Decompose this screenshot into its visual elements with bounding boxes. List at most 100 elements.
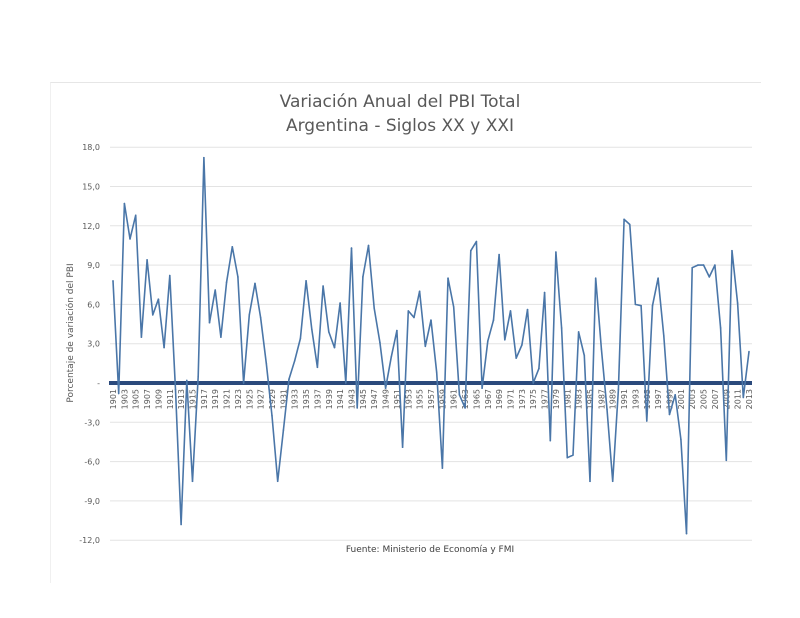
x-tick-label: 1991 [620, 389, 629, 409]
data-point-1972 [515, 357, 517, 359]
y-tick-label: -12,0 [79, 536, 100, 545]
data-point-1911 [168, 274, 171, 277]
data-point-1965 [475, 240, 478, 243]
data-point-2013 [748, 350, 750, 353]
data-point-1946 [367, 244, 370, 247]
data-point-1990 [617, 388, 620, 391]
data-point-2007 [714, 264, 716, 266]
y-tick-label: 9,0 [87, 261, 100, 270]
y-tick-label: - [97, 379, 100, 388]
data-point-1922 [231, 245, 234, 248]
data-point-1932 [288, 378, 290, 380]
y-tick-label: -9,0 [84, 497, 100, 506]
data-point-1948 [379, 341, 381, 344]
data-point-1991 [623, 218, 625, 221]
data-point-1999 [668, 413, 671, 416]
x-tick-label: 2013 [745, 389, 754, 409]
data-point-1931 [282, 429, 285, 431]
data-point-1989 [611, 480, 614, 483]
x-tick-label: 1961 [450, 389, 459, 409]
x-tick-label: 1965 [472, 389, 481, 409]
x-tick-label: 1959 [438, 389, 447, 409]
data-point-1997 [657, 277, 659, 280]
data-point-1973 [521, 344, 523, 346]
x-tick-label: 2007 [711, 389, 720, 409]
data-point-1959 [441, 467, 444, 469]
data-point-2002 [685, 532, 688, 535]
x-tick-label: 1929 [268, 389, 277, 409]
x-tick-label: 1955 [416, 389, 425, 409]
data-point-1916 [197, 375, 199, 378]
data-point-1998 [663, 335, 665, 337]
x-tick-label: 1925 [245, 389, 254, 409]
data-point-1934 [299, 337, 302, 340]
data-point-2001 [680, 438, 682, 441]
data-point-1917 [203, 156, 205, 159]
x-tick-label: 1985 [586, 389, 595, 409]
x-tick-label: 1905 [132, 389, 141, 409]
data-point-1994 [640, 304, 642, 307]
x-tick-label: 1945 [359, 389, 368, 409]
data-point-1996 [651, 304, 654, 307]
y-tick-label: 18,0 [82, 143, 100, 152]
x-tick-label: 2003 [688, 389, 697, 409]
x-tick-label: 1967 [484, 389, 493, 409]
data-point-1982 [572, 454, 574, 456]
data-point-1981 [566, 456, 569, 459]
data-point-1947 [373, 307, 376, 310]
data-point-1953 [407, 310, 410, 312]
data-point-1923 [237, 276, 239, 278]
x-tick-label: 1993 [631, 389, 640, 409]
data-point-1915 [191, 480, 194, 483]
x-tick-label: 1983 [575, 389, 584, 409]
data-point-1904 [129, 238, 131, 240]
data-point-1980 [560, 327, 563, 329]
x-tick-label: 1923 [234, 389, 243, 409]
data-point-1983 [577, 331, 580, 333]
data-point-1958 [435, 371, 438, 374]
data-point-1961 [452, 306, 455, 308]
x-tick-label: 1997 [654, 389, 663, 409]
data-point-2000 [674, 393, 676, 396]
data-point-2004 [697, 264, 699, 266]
data-point-1936 [310, 328, 313, 331]
data-point-2009 [725, 459, 728, 462]
chart-area [50, 82, 761, 583]
data-point-1941 [339, 302, 341, 304]
data-point-1902 [117, 392, 120, 395]
y-tick-label: 3,0 [87, 340, 100, 349]
data-point-1921 [225, 281, 228, 283]
data-point-1945 [362, 276, 364, 278]
data-point-1986 [594, 277, 597, 280]
x-tick-label: 1989 [609, 389, 618, 409]
data-point-1954 [413, 316, 415, 319]
data-point-1910 [163, 346, 165, 349]
x-tick-label: 1973 [518, 389, 527, 409]
data-point-1928 [265, 362, 268, 365]
data-point-1970 [504, 338, 506, 341]
x-tick-label: 1987 [597, 389, 606, 409]
x-tick-label: 1957 [427, 389, 436, 409]
x-tick-label: 1981 [563, 389, 572, 409]
data-point-1903 [123, 202, 126, 205]
x-tick-label: 1927 [257, 389, 266, 409]
data-point-2010 [731, 249, 733, 252]
data-point-1935 [305, 280, 307, 282]
data-point-1955 [418, 290, 421, 293]
data-point-1901 [112, 280, 114, 282]
data-point-1937 [316, 366, 319, 369]
data-point-1924 [242, 382, 245, 384]
data-point-1938 [322, 285, 324, 287]
x-tick-label: 1975 [529, 389, 538, 409]
data-point-1943 [350, 247, 353, 249]
data-point-1949 [384, 387, 387, 390]
y-tick-label: -3,0 [84, 418, 100, 427]
data-point-2008 [719, 327, 722, 329]
data-point-1905 [134, 214, 137, 217]
data-point-1993 [634, 303, 637, 306]
x-tick-label: 1979 [552, 389, 561, 409]
data-point-1930 [276, 480, 279, 483]
x-tick-label: 1903 [120, 389, 129, 409]
x-tick-label: 1909 [154, 389, 163, 409]
x-tick-label: 1941 [336, 389, 345, 409]
